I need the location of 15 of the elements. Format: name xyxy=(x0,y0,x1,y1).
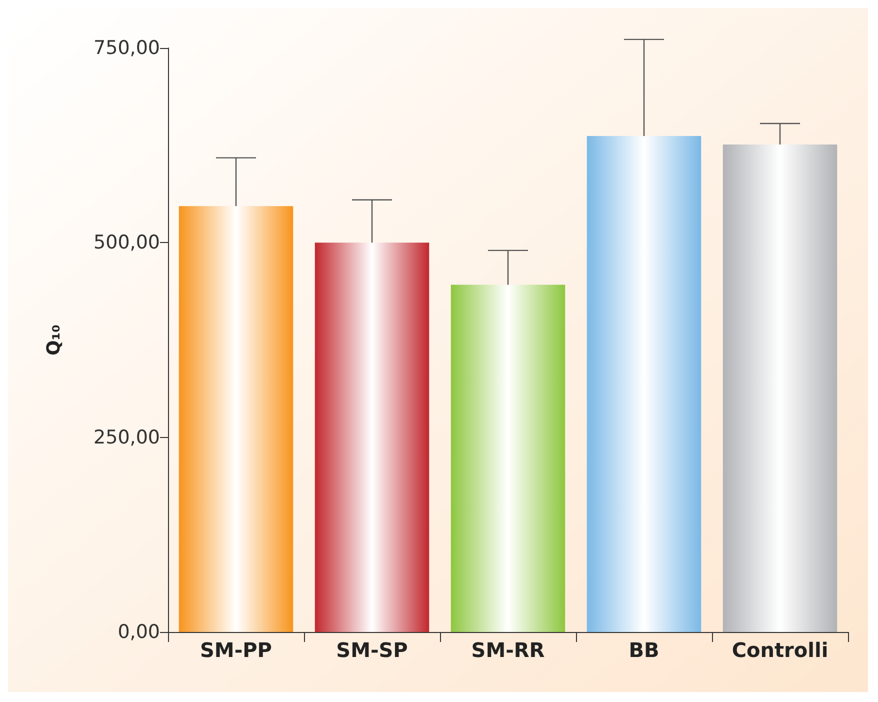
bar xyxy=(586,136,702,632)
y-tick-label: 500,00 xyxy=(94,232,160,254)
y-axis-title: Q₁₀ xyxy=(44,324,64,356)
bar xyxy=(178,206,294,632)
x-tick-label: SM-PP xyxy=(200,638,272,662)
y-tick-label: 0,00 xyxy=(118,621,160,643)
y-tick-label: 750,00 xyxy=(94,37,160,59)
x-tick-label: SM-SP xyxy=(336,638,408,662)
bar xyxy=(314,242,430,632)
x-tick-label: Controlli xyxy=(732,638,828,662)
bar xyxy=(450,284,566,632)
bar xyxy=(722,144,838,632)
x-tick-label: SM-RR xyxy=(471,638,545,662)
x-tick-label: BB xyxy=(628,638,660,662)
y-tick-label: 250,00 xyxy=(94,426,160,448)
